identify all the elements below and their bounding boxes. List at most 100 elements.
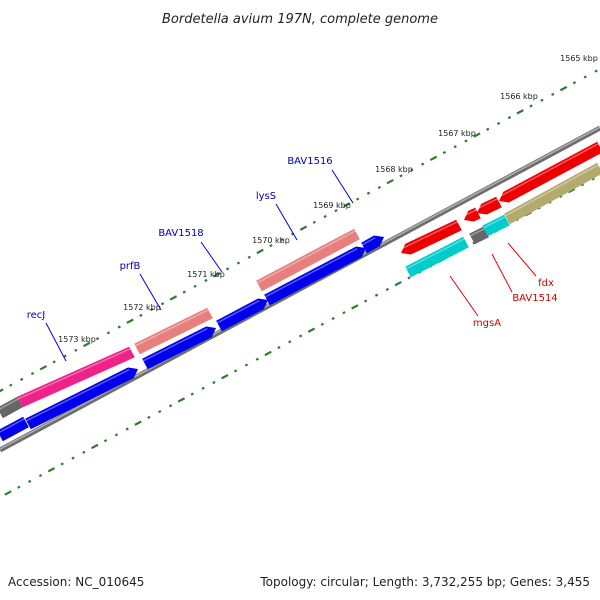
feature-bar (474, 196, 502, 215)
gene-label: BAV1516 (287, 156, 332, 167)
outer-ruler (0, 69, 598, 393)
ruler-tick (351, 304, 359, 310)
ruler-tick (30, 371, 35, 376)
feature-bar (264, 246, 366, 306)
ruler-tick (288, 340, 292, 344)
leader-line (200, 241, 223, 273)
gene-label: prfB (120, 261, 141, 272)
tick-label: 1570 kbp (252, 236, 290, 245)
tick-label: 1565 kbp (560, 54, 598, 63)
ruler-tick (91, 443, 99, 450)
ruler-tick (9, 383, 13, 387)
ruler-tick (17, 485, 21, 489)
gene-label: recJ (27, 310, 46, 321)
accession-text: Accession: NC_010645 (8, 575, 144, 589)
ruler-tick (363, 299, 368, 303)
ruler-tick (407, 276, 411, 280)
leader-line (491, 253, 513, 293)
ruler-tick (28, 479, 32, 483)
feature-bar (134, 307, 213, 355)
ruler-tick (233, 369, 238, 373)
ruler-tick (410, 168, 414, 172)
ruler-tick (158, 409, 162, 414)
ruler-tick (190, 392, 194, 396)
ruler-tick (95, 337, 100, 341)
tick-label: 1571 kbp (187, 270, 225, 279)
ruler-tick (125, 427, 129, 431)
tick-label: 1567 kbp (438, 129, 476, 138)
ruler-tick (0, 388, 4, 393)
feature-bar (216, 298, 268, 332)
ruler-tick (244, 363, 249, 367)
feature-bar (17, 346, 135, 408)
ruler-tick (540, 98, 544, 102)
ruler-tick (386, 178, 394, 185)
tick-label: 1568 kbp (375, 165, 413, 174)
feature-bar (405, 236, 469, 278)
ruler-tick (486, 127, 490, 131)
feature-bar (256, 228, 360, 292)
feature-bar (482, 214, 510, 237)
ruler-tick (71, 456, 75, 460)
feature-bar (0, 396, 23, 419)
ruler-tick (236, 261, 241, 265)
feature-tracks (0, 141, 600, 442)
ruler-tick (496, 121, 501, 126)
ruler-tick (247, 255, 251, 259)
leader-line (45, 322, 67, 362)
ruler-tick (39, 365, 48, 371)
leader-line (449, 275, 479, 317)
ruler-tick (529, 104, 533, 108)
ruler-tick (421, 162, 425, 166)
gene-label: BAV1518 (158, 228, 203, 239)
ruler-tick (201, 386, 205, 390)
ruler-tick (583, 75, 587, 79)
ruler-tick (280, 238, 284, 242)
ruler-tick (334, 209, 338, 213)
ruler-tick (4, 490, 12, 496)
ruler-tick (213, 272, 221, 278)
feature-bar (25, 367, 139, 430)
leader-line (275, 203, 298, 241)
ruler-tick (182, 290, 186, 294)
ruler-tick (342, 311, 346, 315)
ruler-tick (204, 278, 208, 283)
ruler-tick (473, 132, 481, 138)
map-title: Bordetella avium 197N, complete genome (162, 12, 438, 27)
tick-label: 1566 kbp (500, 92, 538, 101)
ruler-tick (83, 341, 91, 348)
ruler-tick (429, 155, 438, 162)
ruler-tick (177, 397, 186, 403)
ruler-tick (47, 467, 56, 473)
feature-leaders (45, 169, 537, 362)
ruler-tick (343, 202, 351, 208)
ruler-tick (150, 307, 154, 312)
ruler-tick (374, 293, 379, 297)
ruler-tick (193, 284, 197, 288)
ruler-tick (74, 348, 78, 352)
ruler-tick (212, 380, 216, 385)
ruler-tick (394, 280, 402, 287)
ruler-tick (139, 313, 143, 317)
feature-bar (361, 235, 384, 254)
ruler-tick (82, 450, 86, 454)
inner-ruler (4, 177, 595, 496)
ruler-tick (117, 325, 121, 329)
gene-label: BAV1514 (512, 293, 557, 304)
ruler-tick (269, 244, 273, 248)
ruler-tick (106, 331, 111, 335)
tick-label: 1572 kbp (123, 303, 161, 312)
feature-labels: recJ prfB BAV1518 lysS BAV1516 mgsA BAV1514 fdx (27, 156, 558, 329)
ruler-tick (134, 420, 142, 426)
feature-bar (504, 162, 600, 225)
ruler-tick (63, 354, 67, 358)
leader-line (139, 273, 162, 311)
ruler-tick (126, 318, 134, 324)
ruler-tick (312, 220, 316, 224)
genome-summary-text: Topology: circular; Length: 3,732,255 bp… (259, 575, 590, 589)
ruler-tick (567, 187, 576, 194)
ruler-tick (453, 145, 457, 149)
ruler-tick (377, 185, 381, 190)
ruler-tick (323, 214, 327, 219)
